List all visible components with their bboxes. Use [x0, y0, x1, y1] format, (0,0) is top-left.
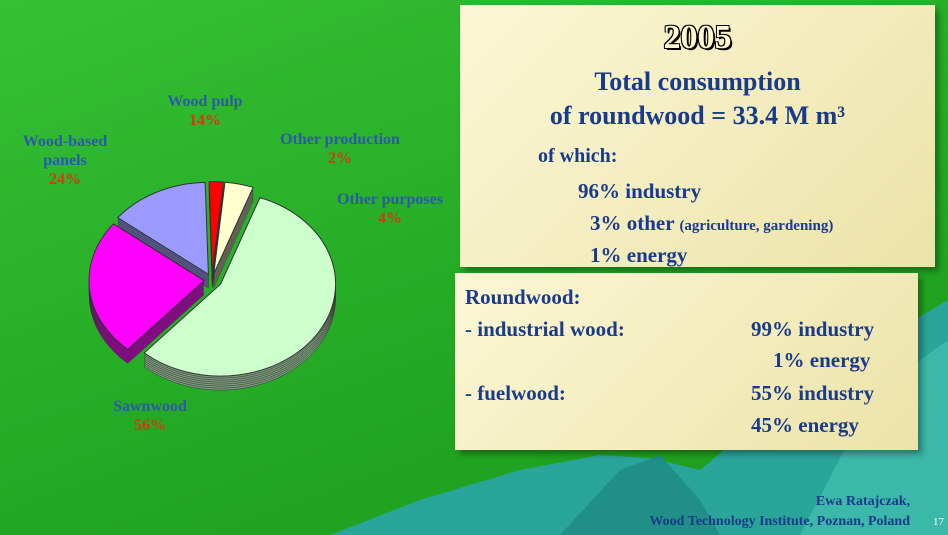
category-name: Other purposes: [337, 191, 443, 208]
text: 1% energy: [773, 348, 870, 373]
author: Ewa Ratajczak,: [816, 494, 910, 510]
text: 96% industry: [578, 179, 701, 204]
text: Total consumption: [460, 67, 935, 97]
text: Roundwood:: [465, 285, 581, 310]
text: - fuelwood:: [465, 381, 566, 406]
summary-box: 2005 Total consumption of roundwood = 33…: [460, 5, 935, 267]
text: of which:: [538, 145, 617, 168]
value-label: 24%: [20, 170, 110, 189]
text: 55% industry: [751, 381, 874, 406]
category-name: Sawnwood: [113, 398, 187, 415]
note: (agriculture, gardening): [679, 218, 833, 234]
value-label: 14%: [167, 111, 242, 130]
value-label: 2%: [280, 149, 400, 168]
category-name: Wood pulp: [167, 93, 242, 110]
roundwood-box: Roundwood: - industrial wood: 99% indust…: [455, 273, 918, 450]
text: 3% other: [590, 211, 674, 235]
category-name: Other production: [280, 131, 400, 148]
category-name: Wood-based panels: [23, 133, 107, 169]
text: 45% energy: [751, 413, 859, 438]
text: 1% energy: [590, 243, 687, 268]
page-number: 17: [933, 516, 944, 528]
value-label: 56%: [113, 416, 187, 435]
text: 99% industry: [751, 317, 874, 342]
institute: Wood Technology Institute, Poznan, Polan…: [649, 514, 910, 530]
slide: 2005 Total consumption of roundwood = 33…: [0, 0, 948, 535]
value-label: 4%: [337, 209, 443, 228]
year: 2005: [460, 19, 935, 57]
text: of roundwood = 33.4 M m³: [460, 101, 935, 131]
text: - industrial wood:: [465, 317, 625, 342]
